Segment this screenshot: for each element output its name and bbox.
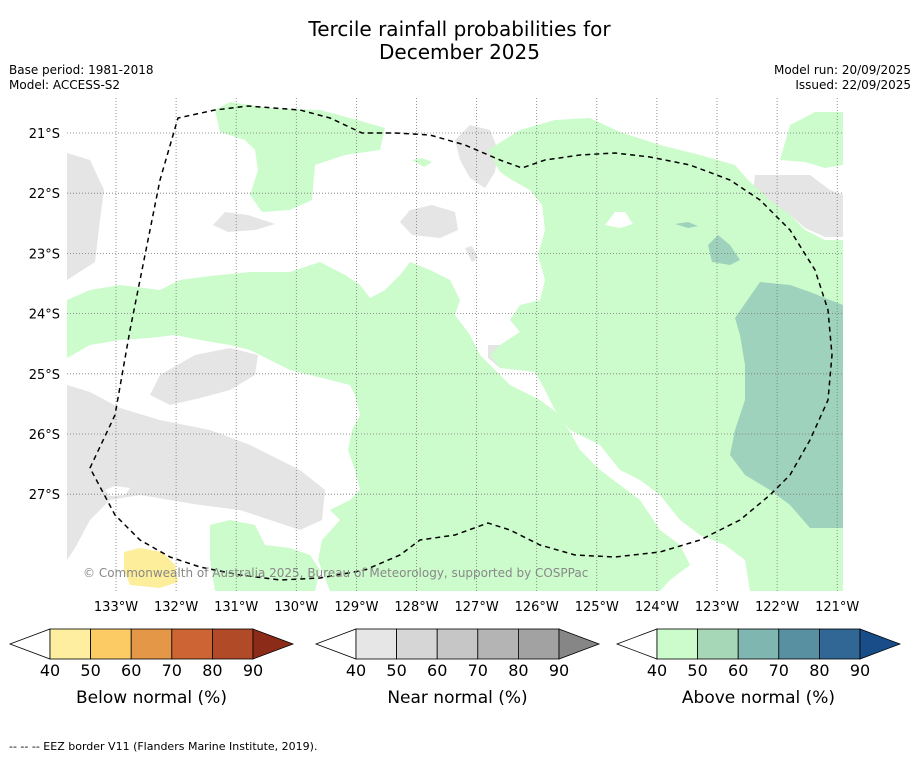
colorbar-tick-label: 40	[647, 661, 667, 680]
gridlines	[67, 98, 843, 591]
base-period: Base period: 1981-2018	[9, 63, 154, 77]
colorbar-tick-label: 50	[687, 661, 707, 680]
colorbar-over-triangle	[859, 628, 902, 660]
colorbar-tick-label: 90	[243, 661, 263, 680]
colorbar-tick-label: 70	[468, 661, 488, 680]
colorbar-above: 40 50 60 70 80 90 Above normal (%)	[615, 628, 902, 708]
lon-label: 128°W	[394, 600, 438, 615]
lat-label: 23°S	[29, 247, 60, 262]
colorbar-bin	[90, 628, 132, 660]
colorbar-bin	[697, 628, 739, 660]
eez-legend-note: -- -- -- EEZ border V11 (Flanders Marine…	[9, 740, 318, 753]
probability-fields: © Commonwealth of Australia 2025, Bureau…	[67, 98, 843, 591]
colorbar-tick-label: 40	[40, 661, 60, 680]
colorbar-bin	[211, 628, 254, 660]
colorbar-bin	[518, 628, 560, 660]
colorbar-tick-label: 80	[508, 661, 528, 680]
lon-label: 122°W	[755, 600, 799, 615]
colorbar-over-triangle	[558, 628, 601, 660]
colorbar-title: Above normal (%)	[682, 688, 835, 708]
colorbar-bin	[130, 628, 173, 660]
below-normal-regions	[124, 548, 178, 588]
colorbar-tick-label: 60	[728, 661, 748, 680]
clear-regions	[105, 212, 633, 496]
lon-label: 121°W	[815, 600, 859, 615]
colorbars: 40 50 60 70 80 90 Below normal (%) 40 50 60 70 80 90…	[8, 628, 902, 708]
above-normal-strong-regions	[675, 222, 843, 528]
colorbar-title: Near normal (%)	[387, 688, 527, 708]
colorbar-bin	[171, 628, 213, 660]
colorbar-near: 40 50 60 70 80 90 Near normal (%)	[314, 628, 601, 708]
latitude-labels: 21°S 22°S 23°S 24°S 25°S 26°S 27°S	[29, 127, 60, 503]
meta-left: Base period: 1981-2018 Model: ACCESS-S2	[9, 63, 154, 93]
title-line-2: December 2025	[379, 40, 540, 64]
above-normal-regions	[67, 102, 843, 591]
colorbar-below: 40 50 60 70 80 90 Below normal (%)	[8, 628, 295, 708]
lat-label: 21°S	[29, 127, 60, 142]
lat-label: 26°S	[29, 428, 60, 443]
colorbar-bin	[396, 628, 438, 660]
colorbar-bin	[778, 628, 820, 660]
colorbar-under-triangle	[8, 628, 51, 660]
colorbar-tick-label: 50	[80, 661, 100, 680]
colorbar-tick-label: 70	[769, 661, 789, 680]
longitude-labels: 133°W 132°W 131°W 130°W 129°W 128°W 127°W 126°W…	[94, 600, 860, 615]
lon-label: 130°W	[274, 600, 318, 615]
lon-label: 133°W	[94, 600, 138, 615]
colorbar-tick-label: 50	[386, 661, 406, 680]
eez-border	[89, 105, 833, 581]
lat-label: 22°S	[29, 187, 60, 202]
lon-label: 131°W	[214, 600, 258, 615]
lon-label: 129°W	[334, 600, 378, 615]
chart-title: Tercile rainfall probabilities for Decem…	[0, 18, 919, 64]
colorbar-tick-label: 60	[427, 661, 447, 680]
model-name: Model: ACCESS-S2	[9, 78, 121, 92]
lon-label: 125°W	[575, 600, 619, 615]
colorbar-tick-label: 70	[162, 661, 182, 680]
colorbar-tick-label: 80	[809, 661, 829, 680]
colorbar-bin	[819, 628, 861, 660]
colorbar-tick-label: 90	[549, 661, 569, 680]
colorbar-bin	[355, 628, 397, 660]
colorbar-bin	[436, 628, 479, 660]
copyright-notice: © Commonwealth of Australia 2025, Bureau…	[83, 566, 588, 580]
model-run: Model run: 20/09/2025	[773, 63, 911, 77]
colorbar-tick-label: 40	[346, 661, 366, 680]
lon-label: 127°W	[455, 600, 499, 615]
colorbar-under-triangle	[615, 628, 658, 660]
colorbar-bin	[656, 628, 698, 660]
colorbar-tick-label: 60	[121, 661, 141, 680]
colorbar-bin	[49, 628, 91, 660]
lon-label: 126°W	[515, 600, 559, 615]
lon-label: 124°W	[635, 600, 679, 615]
colorbar-bin	[477, 628, 519, 660]
issued-date: Issued: 22/09/2025	[795, 78, 911, 92]
colorbar-tick-label: 90	[850, 661, 870, 680]
colorbar-over-triangle	[252, 628, 295, 660]
colorbar-under-triangle	[314, 628, 357, 660]
lat-label: 27°S	[29, 488, 60, 503]
title-line-1: Tercile rainfall probabilities for	[308, 17, 611, 41]
lat-label: 25°S	[29, 368, 60, 383]
colorbar-title: Below normal (%)	[76, 688, 227, 708]
colorbar-tick-label: 80	[202, 661, 222, 680]
lon-label: 132°W	[154, 600, 198, 615]
meta-right: Model run: 20/09/2025 Issued: 22/09/2025	[774, 63, 911, 93]
colorbar-bin	[737, 628, 780, 660]
lat-label: 24°S	[29, 308, 60, 323]
lon-label: 123°W	[695, 600, 739, 615]
